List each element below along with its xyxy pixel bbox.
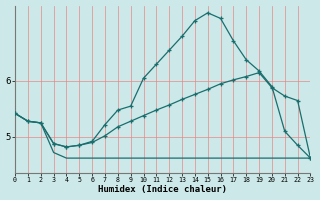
X-axis label: Humidex (Indice chaleur): Humidex (Indice chaleur)	[98, 185, 227, 194]
